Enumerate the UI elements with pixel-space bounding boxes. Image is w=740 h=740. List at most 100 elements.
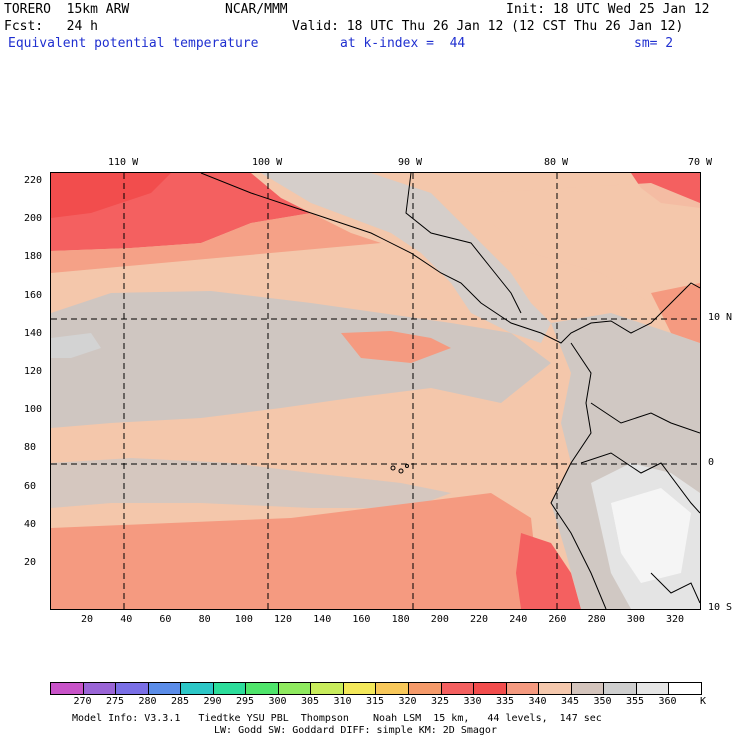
model-info: Model Info: V3.3.1 Tiedtke YSU PBL Thomp…: [72, 713, 602, 724]
warm-patch-venezuela: [651, 283, 700, 343]
coastline-caribbean: [405, 173, 522, 314]
colorbar-swatch: [148, 683, 182, 694]
lat-lon-grid: [51, 173, 700, 609]
lon-label: 80 W: [544, 157, 569, 168]
colorbar-level-label: 355: [625, 696, 645, 707]
coastline-south-america-west: [550, 342, 607, 609]
k-index: at k-index = 44: [340, 36, 466, 51]
x-tick-label: 40: [120, 614, 133, 625]
x-tick-label: 180: [391, 614, 410, 625]
agency-label: NCAR/MMM: [225, 2, 288, 17]
colorbar-swatch: [669, 683, 701, 694]
y-tick-label: 100: [24, 404, 43, 416]
colorbar-level-label: 295: [235, 696, 255, 707]
colorbar-swatch: [636, 683, 670, 694]
caribbean-region: [481, 183, 700, 303]
colorbar-level-label: 345: [560, 696, 580, 707]
field-name: Equivalent potential temperature: [8, 36, 259, 51]
colorbar-level-label: 340: [528, 696, 547, 707]
colorbar-level-label: 270: [73, 696, 92, 707]
equivalent-potential-temperature-map: [50, 172, 701, 610]
colorbar-level-label: 315: [365, 696, 385, 707]
x-tick-label: 140: [313, 614, 332, 625]
colorbar-level-label: 290: [203, 696, 222, 707]
galapagos-island: [390, 465, 396, 471]
warm-core-nw: [51, 173, 171, 218]
colorbar: [50, 682, 702, 695]
x-tick-label: 280: [587, 614, 606, 625]
colorbar-level-label: 275: [105, 696, 125, 707]
colorbar-level-label: 350: [593, 696, 612, 707]
salmon-region-south: [51, 493, 541, 609]
colorbar-level-label: 360: [658, 696, 677, 707]
x-tick-label: 160: [352, 614, 371, 625]
colorbar-swatch: [376, 683, 410, 694]
init-time: Init: 18 UTC Wed 25 Jan 12: [506, 2, 710, 17]
map-svg: [51, 173, 700, 609]
smoothing: sm= 2: [634, 36, 674, 51]
cool-band-south: [51, 458, 451, 508]
colorbar-swatch: [246, 683, 279, 694]
colorbar-level-label: 330: [463, 696, 482, 707]
colorbar-level-label: 335: [495, 696, 515, 707]
colorbar-swatch: [604, 683, 637, 694]
lon-label: 90 W: [398, 157, 423, 168]
colorbar-swatch: [213, 683, 247, 694]
x-tick-label: 300: [626, 614, 645, 625]
colorbar-swatch: [116, 683, 149, 694]
colorbar-swatch: [343, 683, 377, 694]
x-tick-label: 240: [509, 614, 528, 625]
border-peru-bolivia: [650, 572, 700, 604]
cool-band-central: [51, 291, 551, 428]
y-tick-label: 200: [24, 213, 43, 225]
colorbar-unit: K: [699, 696, 707, 707]
colorbar-swatch: [278, 683, 312, 694]
x-tick-label: 80: [198, 614, 211, 625]
colorbar-swatch: [506, 683, 540, 694]
andes-peak: [611, 488, 691, 583]
salmon-band-north: [51, 213, 381, 273]
x-tick-label: 260: [548, 614, 567, 625]
x-tick-label: 220: [470, 614, 489, 625]
lon-label: 100 W: [252, 157, 283, 168]
colorbar-swatch: [474, 683, 507, 694]
colorbar-swatch: [571, 683, 605, 694]
colorbar-swatch: [441, 683, 475, 694]
colorbar-level-label: 305: [300, 696, 320, 707]
colorbar-level-label: 285: [170, 696, 190, 707]
lat-label: 0: [708, 457, 715, 468]
y-tick-label: 60: [24, 480, 37, 492]
colorbar-swatch: [181, 683, 214, 694]
colorbar-swatch: [539, 683, 572, 694]
y-tick-label: 80: [24, 442, 37, 454]
y-tick-label: 20: [24, 557, 37, 568]
border-colombia-ecuador: [590, 402, 700, 434]
border-peru-brazil: [580, 452, 700, 514]
x-tick-label: 120: [274, 614, 293, 625]
coastline-pacific-central-america: [200, 173, 700, 344]
y-tick-label: 180: [24, 251, 43, 263]
x-tick-label: 200: [430, 614, 449, 625]
cool-patch-west: [51, 333, 101, 358]
galapagos-island: [398, 468, 404, 474]
lon-label: 70 W: [688, 157, 713, 168]
lat-label: 10 S: [708, 602, 733, 613]
colorbar-level-label: 325: [430, 696, 450, 707]
salmon-patch-central: [341, 331, 451, 363]
y-tick-label: 220: [24, 175, 43, 186]
warm-region-peru-coast: [516, 533, 581, 609]
colorbar-level-label: 300: [268, 696, 287, 707]
y-tick-label: 140: [24, 327, 43, 339]
lon-label: 110 W: [108, 157, 139, 168]
colorbar-level-label: 310: [333, 696, 352, 707]
colorbar-level-label: 320: [398, 696, 417, 707]
physics-info: LW: Godd SW: Goddard DIFF: simple KM: 2D…: [214, 725, 497, 736]
colorbar-swatch: [51, 683, 84, 694]
colorbar-swatch: [409, 683, 442, 694]
x-tick-label: 60: [159, 614, 172, 625]
colorbar-swatch: [83, 683, 117, 694]
y-tick-label: 120: [24, 366, 43, 377]
valid-time: Valid: 18 UTC Thu 26 Jan 12 (12 CST Thu …: [292, 19, 684, 34]
y-tick-label: 40: [24, 518, 37, 530]
x-tick-label: 100: [234, 614, 253, 625]
